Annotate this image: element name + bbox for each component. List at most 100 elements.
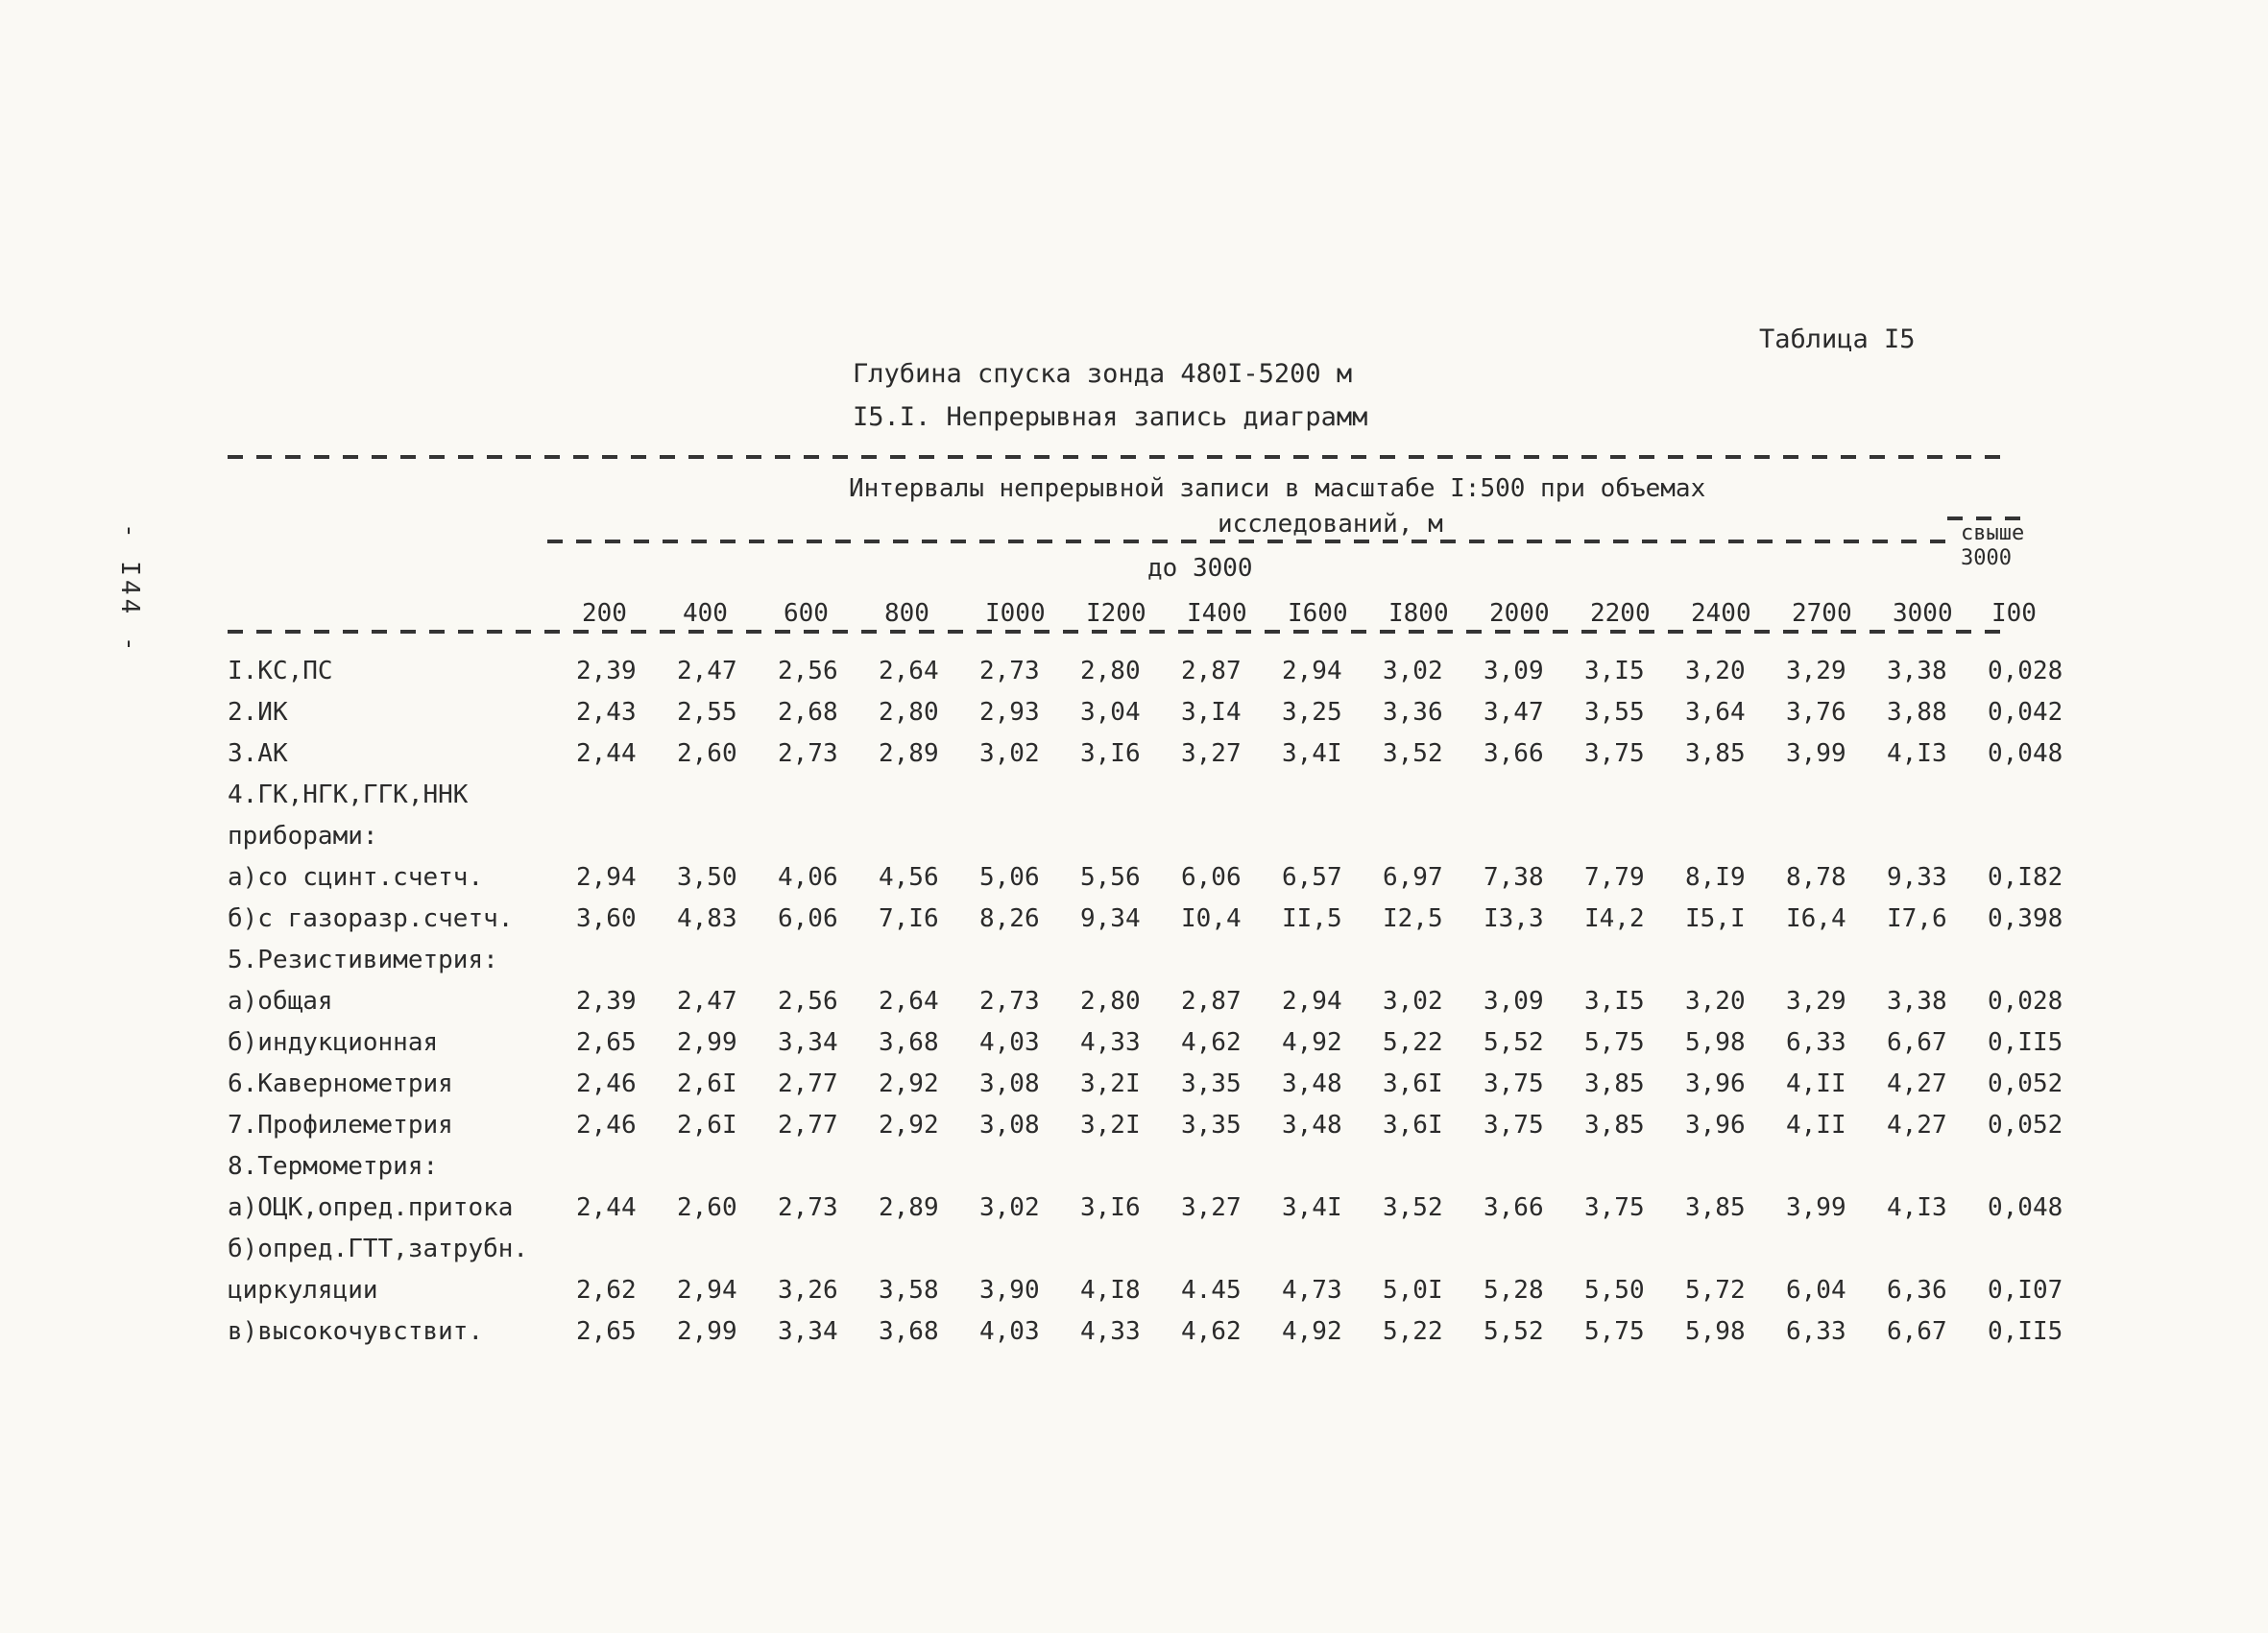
row-label: циркуляции	[228, 1276, 378, 1305]
data-cell: 6,67	[1887, 1317, 1947, 1346]
column-headers-row: 200 400 600 800 I000 I200 I400 I600 I800 2000 2200…	[576, 599, 2066, 628]
data-cell: 2,6I	[677, 1069, 737, 1098]
data-cell: 3,36	[1383, 698, 1443, 727]
data-cell: 6,33	[1786, 1028, 1846, 1057]
data-cell: 0,II5	[1988, 1317, 2063, 1346]
data-cell: 2,56	[778, 657, 838, 685]
data-cell: 7,38	[1484, 863, 1544, 892]
column-header: 2200	[1590, 599, 1651, 628]
data-cell: 3,I5	[1584, 987, 1645, 1016]
data-cell: 3,96	[1685, 1069, 1746, 1098]
data-cell: 3,20	[1685, 657, 1746, 685]
data-cell: 9,33	[1887, 863, 1947, 892]
data-cell: 8,I9	[1685, 863, 1746, 892]
data-cell: 3,52	[1383, 1193, 1443, 1222]
data-cell: 4.45	[1181, 1276, 1242, 1305]
table-caption: Таблица I5	[1759, 324, 1916, 354]
data-cell: 3,34	[778, 1028, 838, 1057]
data-cell: 5,56	[1080, 863, 1141, 892]
data-cell: 2,47	[677, 987, 737, 1016]
data-cell: 3,02	[1383, 657, 1443, 685]
data-cell: 0,048	[1988, 739, 2063, 768]
row-label: приборами:	[228, 822, 378, 851]
data-cell: 5,0I	[1383, 1276, 1443, 1305]
data-cell: 3,09	[1484, 657, 1544, 685]
data-cell: 3,20	[1685, 987, 1746, 1016]
data-cell: 0,II5	[1988, 1028, 2063, 1057]
row-label: 3.АК	[228, 739, 288, 768]
row-label: б)с газоразр.счетч.	[228, 904, 514, 933]
data-cell: 6,33	[1786, 1317, 1846, 1346]
data-cell: 3,90	[979, 1276, 1040, 1305]
table-row: 5.Резистивиметрия:	[228, 946, 2066, 987]
table-row: 4.ГК,НГК,ГГК,ННК	[228, 780, 2066, 822]
data-cell: 2,60	[677, 739, 737, 768]
data-cell: 2,92	[879, 1069, 939, 1098]
table-row: 3.АК 2,44 2,60 2,73 2,89 3,02 3,I6 3,27 3,4I 3,52…	[228, 739, 2066, 780]
data-cell: 3,02	[979, 1193, 1040, 1222]
data-cell: 2,93	[979, 698, 1040, 727]
row-label: а)общая	[228, 987, 333, 1016]
data-cell: 2,89	[879, 1193, 939, 1222]
data-cell: 4,33	[1080, 1317, 1141, 1346]
data-cell: 5,06	[979, 863, 1040, 892]
data-cell: 2,39	[576, 657, 637, 685]
page-number: - I44 -	[115, 523, 144, 656]
data-cell: 2,99	[677, 1317, 737, 1346]
data-cell: 3,25	[1282, 698, 1342, 727]
data-cell: 2,92	[879, 1111, 939, 1140]
data-cell: 7,79	[1584, 863, 1645, 892]
data-cell: I7,6	[1887, 904, 1947, 933]
column-header: I800	[1388, 599, 1449, 628]
data-cell: 4,33	[1080, 1028, 1141, 1057]
table-row: в)высокочувствит. 2,65 2,99 3,34 3,68 4,03 4,3…	[228, 1317, 2066, 1358]
row-label: в)высокочувствит.	[228, 1317, 484, 1346]
data-cell: 0,I07	[1988, 1276, 2063, 1305]
row-label: б)опред.ГТТ,затрубн.	[228, 1235, 529, 1263]
data-cell: 3,85	[1584, 1111, 1645, 1140]
data-cell: 3,38	[1887, 987, 1947, 1016]
section-title: I5.I. Непрерывная запись диаграмм	[853, 402, 1368, 432]
data-cell: 3,29	[1786, 657, 1846, 685]
data-cell: 3,6I	[1383, 1111, 1443, 1140]
data-cell: 4,56	[879, 863, 939, 892]
column-header: 2700	[1792, 599, 1852, 628]
data-cell: 8,78	[1786, 863, 1846, 892]
column-header: 3000	[1893, 599, 1953, 628]
column-header: 600	[784, 599, 829, 628]
data-cell: 3,48	[1282, 1111, 1342, 1140]
data-cell: 3,75	[1584, 739, 1645, 768]
column-header: I00	[1991, 599, 2037, 628]
data-cell: 3,4I	[1282, 1193, 1342, 1222]
data-cell: 2,60	[677, 1193, 737, 1222]
data-cell: 2,39	[576, 987, 637, 1016]
data-cell: 3,26	[778, 1276, 838, 1305]
data-cell: 2,44	[576, 1193, 637, 1222]
group-header-above-3000-line2: 3000	[1961, 546, 2012, 570]
data-cell: 4,II	[1786, 1069, 1846, 1098]
data-cell: 3,75	[1584, 1193, 1645, 1222]
data-cell: 3,38	[1887, 657, 1947, 685]
data-cell: 3,29	[1786, 987, 1846, 1016]
table-row: 7.Профилеметрия 2,46 2,6I 2,77 2,92 3,08 3,2I 3…	[228, 1111, 2066, 1152]
data-cell: 3,02	[1383, 987, 1443, 1016]
data-cell: 3,68	[879, 1028, 939, 1057]
data-cell: II,5	[1282, 904, 1342, 933]
data-cell: 3,I6	[1080, 739, 1141, 768]
data-cell: 3,52	[1383, 739, 1443, 768]
data-cell: 4,92	[1282, 1028, 1342, 1057]
table-row: I.КС,ПС 2,39 2,47 2,56 2,64 2,73 2,80 2,87 2,94 3…	[228, 657, 2066, 698]
data-cell: 2,64	[879, 987, 939, 1016]
data-cell: 5,98	[1685, 1317, 1746, 1346]
column-header: I400	[1187, 599, 1247, 628]
table-row: а)ОЦК,опред.притока 2,44 2,60 2,73 2,89 3,02 3…	[228, 1193, 2066, 1235]
table-row: 6.Кавернометрия 2,46 2,6I 2,77 2,92 3,08 3,2I 3…	[228, 1069, 2066, 1111]
data-cell: 6,06	[1181, 863, 1242, 892]
row-label: б)индукционная	[228, 1028, 439, 1057]
table-row: 8.Термометрия:	[228, 1152, 2066, 1193]
data-cell: 3,47	[1484, 698, 1544, 727]
data-cell: 6,97	[1383, 863, 1443, 892]
data-cell: 2,68	[778, 698, 838, 727]
group-header-above-3000-line1: свыше	[1961, 521, 2025, 545]
